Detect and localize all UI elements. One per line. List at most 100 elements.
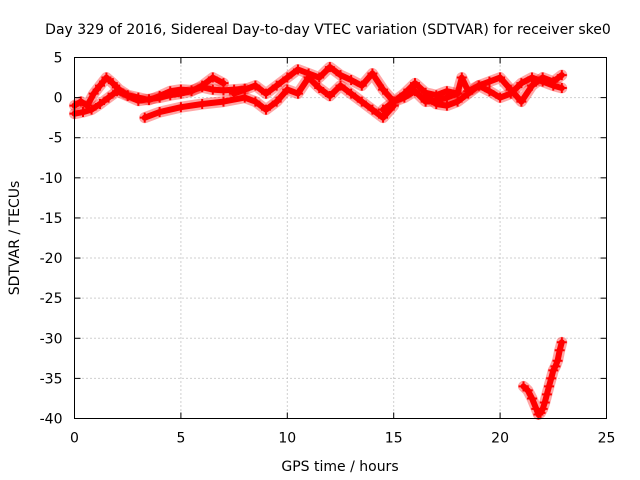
series-line [231, 64, 461, 105]
plot-frame [74, 57, 607, 419]
data-point [546, 373, 557, 384]
data-point [356, 96, 367, 107]
data-point [335, 70, 346, 81]
x-tick-label: 20 [491, 431, 509, 447]
data-point [367, 104, 378, 115]
data-point [261, 88, 272, 99]
data-point [175, 88, 186, 99]
axis-ticks [74, 57, 607, 419]
data-point [537, 76, 548, 87]
series-line-halo [518, 336, 568, 420]
data-point [78, 107, 89, 118]
x-axis-label: GPS time / hours [281, 459, 398, 475]
data-point [484, 86, 495, 97]
data-point [197, 80, 208, 91]
y-tick-label: -15 [40, 211, 63, 227]
data-point [399, 92, 410, 103]
data-point [522, 385, 533, 396]
data-point [527, 72, 538, 83]
data-point [495, 72, 506, 83]
series-line [71, 74, 227, 117]
data-point [335, 80, 346, 91]
series-line [520, 339, 565, 418]
data-point [250, 96, 261, 107]
tick-labels: 0 5 10 15 20 25 5 0 -5 -10 -15 -20 -25 -30 -35 -40 [40, 51, 616, 447]
data-point [556, 337, 567, 348]
data-point [484, 76, 495, 87]
data-point [95, 99, 106, 110]
data-point [218, 78, 229, 89]
data-point [463, 88, 474, 99]
x-tick-label: 25 [598, 431, 616, 447]
data-point [292, 64, 303, 75]
data-point [112, 86, 123, 97]
series-track-d [228, 61, 463, 108]
data-point [324, 91, 335, 102]
x-tick-label: 5 [176, 431, 185, 447]
data-point [95, 80, 106, 91]
data-point [314, 72, 325, 83]
data-point [139, 112, 150, 123]
data-point [271, 96, 282, 107]
data-point [452, 96, 463, 107]
data-point [473, 80, 484, 91]
data-point [388, 96, 399, 107]
data-point [537, 403, 548, 414]
y-tick-label: -5 [49, 131, 63, 147]
data-point [441, 100, 452, 111]
data-point [556, 70, 567, 81]
data-point [103, 92, 114, 103]
series-track-f [420, 72, 568, 112]
data-point [303, 68, 314, 79]
data-point [544, 381, 555, 392]
data-point [346, 88, 357, 99]
data-point [495, 92, 506, 103]
data-point [282, 84, 293, 95]
data-point [456, 72, 467, 83]
x-tick-label: 15 [385, 431, 403, 447]
data-point [165, 90, 176, 101]
data-point [282, 72, 293, 83]
data-point [133, 95, 144, 106]
data-point [229, 88, 240, 99]
data-point [420, 90, 431, 101]
data-point [154, 107, 165, 118]
series-line-halo [228, 61, 463, 108]
data-point [207, 72, 218, 83]
data-point [75, 96, 86, 107]
data-point [324, 62, 335, 73]
series-line-halo [69, 72, 229, 120]
y-tick-label: -40 [40, 412, 63, 428]
data-point [107, 78, 118, 89]
data-point [550, 361, 561, 372]
data-point [367, 68, 378, 79]
data-point [101, 72, 112, 83]
x-tick-label: 0 [70, 431, 79, 447]
y-axis-label: SDTVAR / TECUs [7, 181, 23, 296]
data-point [88, 88, 99, 99]
data-point [154, 92, 165, 103]
data-point [239, 84, 250, 95]
data-point [271, 80, 282, 91]
data-point [431, 99, 442, 110]
data-point [516, 96, 527, 107]
data-point [186, 86, 197, 97]
y-tick-label: -35 [40, 371, 63, 387]
data-point [527, 393, 538, 404]
data-point [86, 104, 97, 115]
y-tick-label: -30 [40, 331, 63, 347]
data-point [261, 104, 272, 115]
data-point [122, 91, 133, 102]
data-point [556, 82, 567, 93]
data-point [175, 102, 186, 113]
data-point [541, 389, 552, 400]
data-point [250, 80, 261, 91]
y-tick-label: -25 [40, 291, 63, 307]
data-point [539, 397, 550, 408]
y-tick-label: 5 [54, 51, 63, 67]
data-point [378, 104, 389, 115]
data-point [505, 88, 516, 99]
data-point [378, 84, 389, 95]
data-point [409, 86, 420, 97]
